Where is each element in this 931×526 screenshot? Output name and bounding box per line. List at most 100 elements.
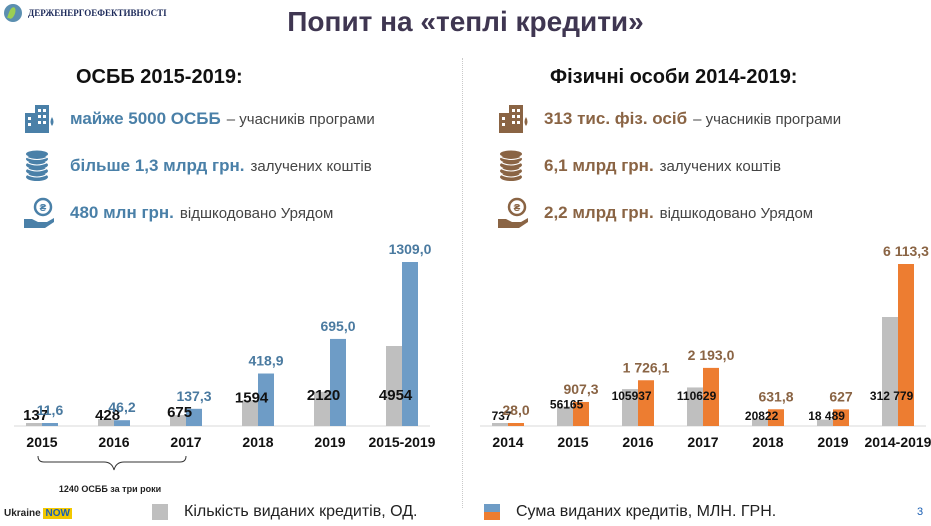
data-label-sum: 2 193,0: [688, 347, 735, 363]
stat-participants: майже 5000 ОСББ – учасників програми: [22, 104, 375, 134]
section-divider: [462, 58, 463, 508]
category-label: 2016: [622, 434, 653, 450]
data-label-count: 675: [167, 404, 192, 421]
bar-sum: [768, 409, 784, 426]
bar-sum: [186, 408, 202, 426]
individuals-stats: 313 тис. фіз. осіб – учасників програми …: [496, 104, 841, 228]
bracket: [37, 455, 187, 471]
category-label: 2018: [242, 434, 273, 450]
category-label: 2019: [817, 434, 848, 450]
category-label: 2014: [492, 434, 523, 450]
slide-number: 3: [917, 506, 924, 518]
bar-count: [557, 406, 573, 426]
bar-count: [882, 317, 898, 426]
svg-text:₴: ₴: [514, 203, 521, 214]
stat-participants: 313 тис. фіз. осіб – учасників програми: [496, 104, 841, 134]
data-label-count: 137: [23, 407, 48, 424]
bar-count: [98, 419, 114, 426]
stat-participants-label: – учасників програми: [226, 110, 375, 128]
data-label-sum: 28,0: [502, 402, 529, 418]
legend-sum-label: Сума виданих кредитів, МЛН. ГРН.: [516, 503, 777, 520]
category-label: 2017: [687, 434, 718, 450]
bar-sum: [402, 262, 418, 426]
category-label: 2018: [752, 434, 783, 450]
bar-count: [386, 346, 402, 426]
data-label-count: 20822: [745, 409, 779, 423]
bar-count: [622, 389, 638, 426]
ukraine-now-logo: Ukraine NOW: [4, 508, 72, 519]
bar-count: [170, 415, 186, 426]
data-label-sum: 6 113,3: [883, 243, 929, 259]
data-label-count: 2120: [307, 387, 340, 404]
bar-sum: [573, 401, 589, 426]
category-label: 2017: [170, 434, 201, 450]
bar-sum: [638, 380, 654, 426]
data-label-count: 110629: [677, 389, 717, 403]
category-label: 2019: [314, 434, 345, 450]
legend-sum: Сума виданих кредитів, МЛН. ГРН.: [484, 500, 776, 524]
stat-funds-value: більше 1,3 млрд грн.: [70, 156, 245, 175]
bar-sum: [833, 409, 849, 426]
data-label-count: 56165: [550, 397, 584, 411]
data-label-count: 18 489: [808, 409, 845, 423]
category-label: 2015: [557, 434, 588, 450]
data-label-sum: 907,3: [563, 381, 598, 397]
hand-coin-icon: ₴: [22, 197, 58, 229]
legend-swatch-blue-orange: [484, 504, 500, 520]
bar-count: [242, 400, 258, 426]
data-label-count: 428: [95, 407, 120, 424]
bar-sum: [258, 373, 274, 426]
category-label: 2016: [98, 434, 129, 450]
stat-participants-value: майже 5000 ОСББ: [70, 109, 221, 128]
stat-reimbursed: ₴ 2,2 млрд грн. відшкодовано Урядом: [496, 197, 841, 229]
data-label-count: 312 779: [870, 389, 914, 403]
bar-count: [314, 391, 330, 426]
coins-icon: [496, 150, 532, 182]
data-label-sum: 695,0: [320, 318, 355, 334]
data-label-sum: 11,6: [37, 402, 64, 418]
bar-sum: [330, 338, 346, 426]
data-label-count: 105937: [612, 389, 652, 403]
bar-count: [687, 387, 703, 426]
data-label-sum: 46,2: [108, 399, 135, 415]
stat-funds-label: залучених коштів: [659, 157, 781, 175]
data-label-sum: 137,3: [176, 388, 211, 404]
bar-sum: [114, 420, 130, 426]
osbb-stats: майже 5000 ОСББ – учасників програми біл…: [22, 104, 375, 228]
data-label-sum: 1 726,1: [623, 359, 670, 375]
data-label-count: 4954: [379, 387, 413, 404]
stat-funds: більше 1,3 млрд грн. залучених коштів: [22, 150, 375, 182]
page-title: Попит на «теплі кредити»: [287, 6, 644, 37]
legend-count-label: Кількість виданих кредитів, ОД.: [184, 503, 418, 520]
svg-text:₴: ₴: [40, 203, 47, 214]
annotation: 1240 ОСББ за три роки: [59, 484, 161, 494]
data-label-count: 737: [492, 409, 512, 423]
bar-count: [817, 419, 833, 426]
stat-reimbursed-value: 480 млн грн.: [70, 203, 174, 222]
individuals-section-title: Фізичні особи 2014-2019:: [550, 66, 798, 88]
building-icon: [496, 103, 532, 135]
bar-count: [492, 423, 508, 426]
leaf-globe-icon: [4, 4, 22, 22]
legend-count: Кількість виданих кредитів, ОД.: [152, 500, 417, 524]
category-label: 2015-2019: [369, 434, 436, 450]
category-label: 2015: [26, 434, 57, 450]
building-icon: [22, 103, 58, 135]
stat-reimbursed-label: відшкодовано Урядом: [179, 204, 334, 222]
hand-coin-icon: ₴: [496, 197, 532, 229]
stat-reimbursed-label: відшкодовано Урядом: [659, 204, 814, 222]
coins-icon: [22, 150, 58, 182]
bar-sum: [898, 264, 914, 426]
stat-participants-value: 313 тис. фіз. осіб: [544, 109, 688, 128]
stat-funds-value: 6,1 млрд грн.: [544, 156, 654, 175]
stat-funds: 6,1 млрд грн. залучених коштів: [496, 150, 841, 182]
stat-reimbursed-value: 2,2 млрд грн.: [544, 203, 654, 222]
bar-count: [26, 423, 42, 426]
legend-swatch-gray: [152, 504, 168, 520]
stat-funds-label: залучених коштів: [250, 157, 372, 175]
agency-logo: ДЕРЖЕНЕРГОЕФЕКТИВНОСТІ: [4, 4, 167, 22]
stat-participants-label: – учасників програми: [693, 110, 842, 128]
bar-sum: [703, 367, 719, 426]
